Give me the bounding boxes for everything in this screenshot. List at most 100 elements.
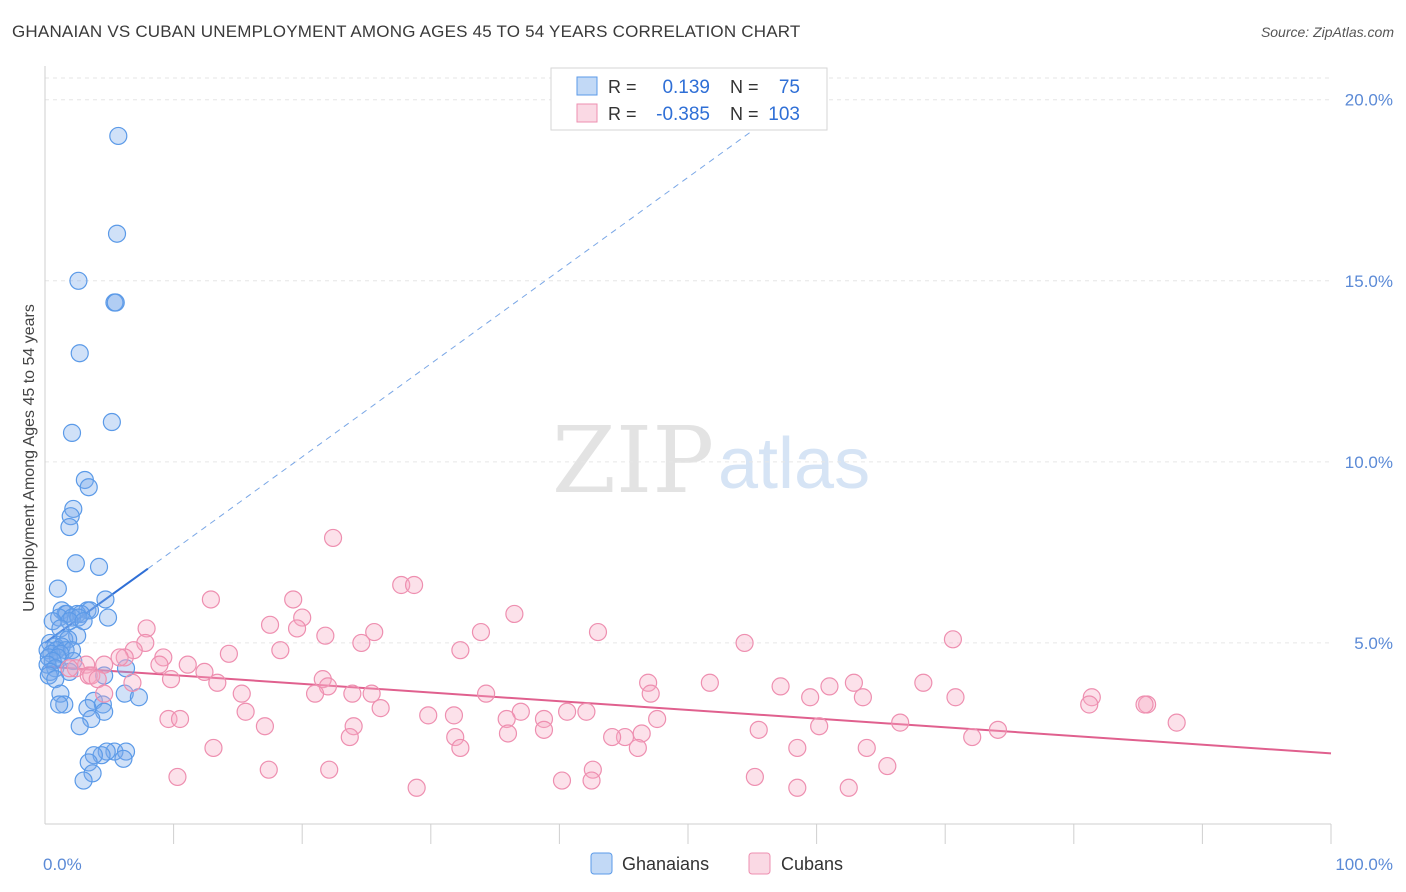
data-point	[284, 590, 303, 609]
data-point	[204, 738, 223, 758]
data-point	[60, 517, 79, 537]
data-point	[891, 713, 910, 732]
data-point	[208, 673, 227, 692]
data-point	[839, 778, 858, 797]
data-point	[362, 684, 381, 703]
data-point	[170, 709, 190, 729]
chart-title: GHANAIAN VS CUBAN UNEMPLOYMENT AMONG AGE…	[12, 22, 801, 41]
data-point	[293, 608, 312, 627]
data-point	[219, 644, 238, 663]
data-point	[137, 619, 156, 638]
legend-r-label: R =	[608, 104, 637, 124]
series-legend-ghanaians: Ghanaians	[622, 854, 709, 874]
data-point	[1135, 695, 1154, 714]
data-point	[79, 478, 98, 497]
data-point	[287, 619, 307, 638]
data-point	[582, 771, 601, 790]
data-point	[48, 579, 67, 598]
data-point	[98, 608, 118, 627]
data-point	[96, 590, 115, 609]
data-point	[305, 684, 325, 703]
x-tick-label-start: 0.0%	[43, 855, 82, 874]
data-point	[1080, 695, 1099, 714]
data-point	[534, 709, 554, 729]
data-point	[70, 344, 89, 363]
data-point	[735, 633, 754, 653]
data-point	[110, 648, 129, 667]
data-point	[844, 673, 863, 692]
data-point	[648, 709, 667, 729]
grid-lines	[45, 77, 1331, 644]
x-tick-label-end: 100.0%	[1335, 855, 1393, 874]
data-point	[451, 738, 470, 758]
data-point	[558, 702, 577, 721]
data-point	[62, 423, 82, 442]
data-point	[260, 615, 280, 634]
data-point	[178, 655, 197, 674]
data-point	[914, 673, 933, 692]
data-point	[60, 659, 79, 678]
data-point	[259, 760, 278, 779]
y-tick-label: 5.0%	[1354, 634, 1393, 653]
data-point	[641, 684, 660, 703]
series-legend-swatch-ghanaians	[590, 852, 613, 875]
series-legend-cubans: Cubans	[781, 854, 843, 874]
series-ghanaians	[38, 126, 148, 790]
data-point	[79, 753, 98, 772]
data-point	[123, 673, 142, 692]
y-tick-label: 10.0%	[1345, 453, 1393, 472]
data-point	[820, 677, 839, 696]
legend-swatch-cubans	[576, 103, 598, 123]
data-point	[392, 575, 411, 595]
data-point	[446, 727, 465, 747]
legend-swatch-ghanaians	[576, 76, 598, 96]
data-point	[343, 684, 362, 703]
data-point	[82, 709, 101, 729]
legend-n-label: N =	[730, 77, 759, 97]
legend-n-label: N =	[730, 104, 759, 124]
data-point	[365, 622, 384, 642]
data-point	[102, 412, 121, 432]
data-point	[320, 760, 339, 779]
tick-labels: 5.0% 10.0% 15.0% 20.0% 0.0% 100.0%	[43, 91, 1393, 874]
data-points	[38, 126, 1186, 797]
data-point	[46, 670, 65, 689]
series-legend-swatch-cubans	[748, 852, 771, 875]
data-point	[340, 727, 359, 747]
data-point	[498, 724, 518, 743]
data-point	[236, 702, 255, 721]
data-point	[371, 699, 390, 718]
data-point	[70, 717, 89, 736]
data-point	[116, 742, 136, 761]
data-point	[749, 720, 768, 739]
data-point	[505, 604, 524, 624]
data-point	[857, 738, 876, 758]
data-point	[577, 702, 596, 721]
data-point	[55, 695, 74, 714]
data-point	[66, 554, 85, 573]
data-point	[788, 778, 807, 797]
data-point	[810, 717, 829, 736]
data-point	[639, 673, 658, 692]
data-point	[168, 767, 187, 787]
data-point	[50, 695, 69, 714]
data-point	[419, 706, 438, 725]
data-point	[788, 738, 807, 758]
data-point	[771, 677, 790, 696]
series-legend: Ghanaians Cubans	[590, 852, 843, 875]
source-credit: Source: ZipAtlas.com	[1260, 24, 1394, 40]
data-point	[878, 756, 897, 776]
data-point	[255, 717, 275, 736]
trend-line-cubans	[44, 665, 1332, 755]
data-point	[323, 528, 343, 548]
data-point	[404, 575, 424, 595]
data-point	[1082, 688, 1101, 707]
data-point	[344, 717, 363, 736]
data-point	[943, 630, 963, 649]
data-point	[451, 641, 470, 660]
legend-n-value: 103	[768, 104, 800, 125]
correlation-legend: R = 0.139 N = 75 R = -0.385 N = 103	[550, 67, 828, 131]
data-point	[1167, 713, 1186, 732]
watermark: ZIP atlas	[552, 407, 870, 514]
